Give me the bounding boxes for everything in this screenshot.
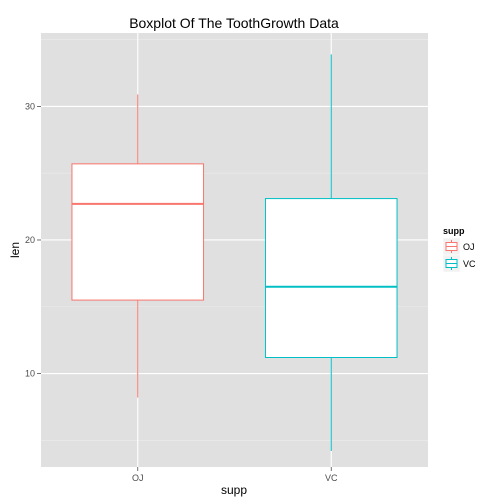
x-axis-title: supp [221,483,247,497]
box-iqr [71,163,205,301]
chart-title: Boxplot Of The ToothGrowth Data [129,15,339,31]
x-tick-label: OJ [132,473,144,483]
y-axis-title: len [8,242,22,258]
legend-entry-oj: OJ [442,237,475,256]
legend-label: VC [463,259,476,269]
y-tick-label: 30 [25,101,35,111]
x-axis: OJ VC [132,467,338,483]
y-tick-label: 20 [25,235,35,245]
box-iqr [264,198,398,358]
legend-title: supp [443,226,465,236]
boxes [71,54,398,451]
legend-label: OJ [463,242,475,252]
y-tick-label: 10 [25,369,35,379]
x-tick-label: VC [325,473,338,483]
box-vc [264,54,398,451]
box-oj [71,94,205,398]
y-axis: 10 20 30 [25,101,41,379]
legend: supp OJ VC [442,226,476,273]
legend-entry-vc: VC [442,254,476,273]
